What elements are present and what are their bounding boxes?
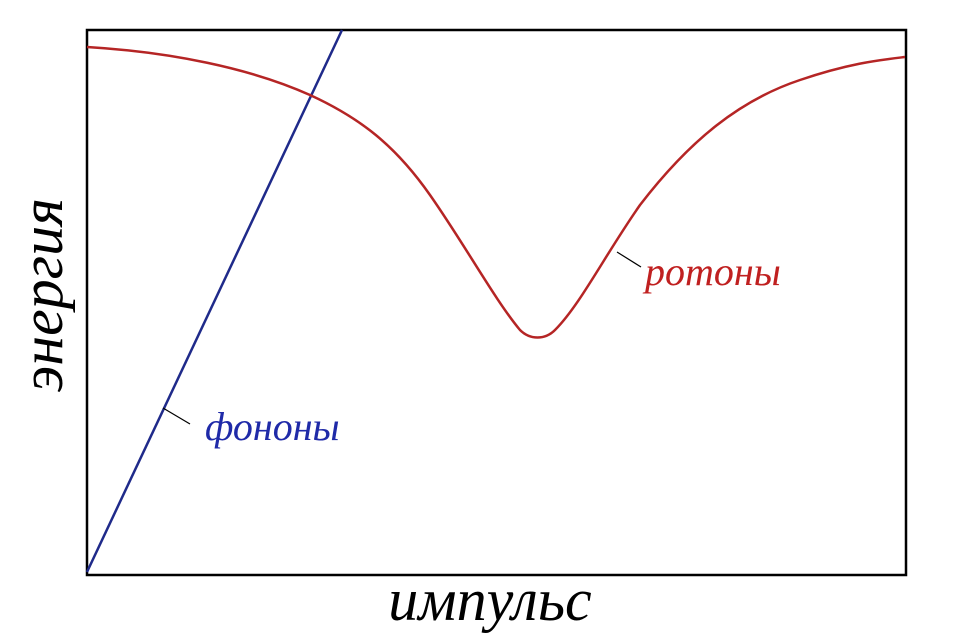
phonon-curve [85,29,344,573]
roton-label: ротоны [642,249,781,294]
plot-frame [85,28,908,577]
phonon-pointer [162,407,191,425]
phonon-label: фононы [205,404,340,449]
roton-curve [86,45,906,339]
x-axis-label: импульс [388,567,591,633]
roton-pointer [616,251,642,268]
y-axis-label: энергия [9,198,75,392]
